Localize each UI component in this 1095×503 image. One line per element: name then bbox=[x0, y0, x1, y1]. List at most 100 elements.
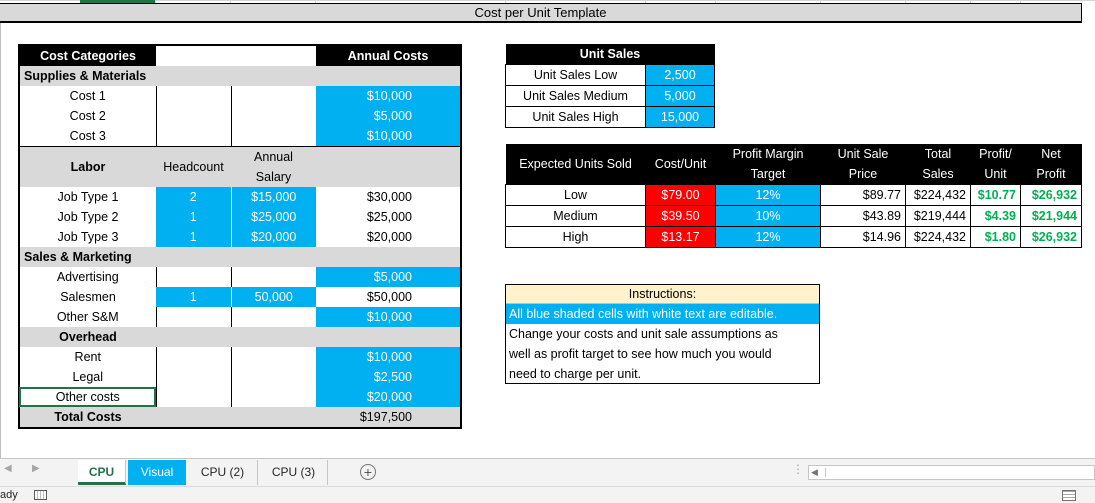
total-sales: $224,432 bbox=[905, 226, 971, 248]
tab-cpu-3[interactable]: CPU (3) bbox=[260, 460, 328, 485]
horizontal-scrollbar[interactable]: ◀ bbox=[808, 465, 1095, 480]
price-header: Unit Sale Price bbox=[820, 144, 906, 185]
margin-target[interactable]: 12% bbox=[715, 226, 821, 248]
annual-costs-header: Annual Costs bbox=[316, 44, 462, 66]
unit-sale-price: $14.96 bbox=[820, 226, 906, 248]
sm-item-annual[interactable]: $10,000 bbox=[316, 307, 462, 327]
total-costs-value: $197,500 bbox=[316, 407, 462, 429]
overhead-item-label-selected[interactable]: Other costs bbox=[18, 387, 156, 407]
expected-units-header: Expected Units Sold bbox=[505, 144, 646, 185]
sm-item-label[interactable]: Salesmen bbox=[18, 287, 156, 307]
overhead-item-label[interactable]: Legal bbox=[18, 367, 156, 387]
cost-item-annual[interactable]: $5,000 bbox=[316, 106, 462, 126]
normal-view-icon[interactable] bbox=[1062, 490, 1076, 501]
status-text: ady bbox=[0, 489, 18, 501]
labor-salary[interactable]: $20,000 bbox=[231, 227, 316, 247]
labor-headcount[interactable]: 2 bbox=[156, 187, 232, 207]
unit-sales-label: Unit Sales Low bbox=[505, 64, 646, 86]
margin-target[interactable]: 12% bbox=[715, 184, 821, 206]
page-title: Cost per Unit Template bbox=[474, 5, 607, 20]
labor-annual: $20,000 bbox=[316, 227, 462, 247]
cost-table: Cost Categories Annual Costs Supplies & … bbox=[18, 44, 462, 429]
labor-item-label[interactable]: Job Type 3 bbox=[18, 227, 156, 247]
annual-salary-header: Annual Salary bbox=[231, 146, 316, 187]
sm-item-label[interactable]: Advertising bbox=[18, 267, 156, 287]
profit-per-unit: $1.80 bbox=[970, 226, 1021, 248]
instructions-box: Instructions: All blue shaded cells with… bbox=[505, 284, 820, 384]
unit-sales-value[interactable]: 5,000 bbox=[645, 85, 715, 107]
selected-cell-marker bbox=[80, 0, 155, 3]
cost-item-label[interactable]: Cost 2 bbox=[18, 106, 156, 126]
section-sales-marketing: Sales & Marketing bbox=[18, 247, 156, 267]
tab-visual[interactable]: Visual bbox=[128, 460, 186, 485]
add-sheet-icon[interactable]: + bbox=[360, 464, 376, 480]
unit-sales-value[interactable]: 15,000 bbox=[645, 106, 715, 128]
net-profit: $21,944 bbox=[1020, 205, 1082, 227]
labor-headcount[interactable]: 1 bbox=[156, 227, 232, 247]
instructions-highlight: All blue shaded cells with white text ar… bbox=[506, 304, 819, 324]
tab-cpu-2[interactable]: CPU (2) bbox=[188, 460, 258, 485]
overhead-item-annual[interactable]: $2,500 bbox=[316, 367, 462, 387]
instructions-line: Change your costs and unit sale assumpti… bbox=[509, 327, 778, 341]
unit-sales-label: Unit Sales High bbox=[505, 106, 646, 128]
cost-per-unit: $79.00 bbox=[645, 184, 716, 206]
scrollbar-thumb[interactable] bbox=[825, 468, 1085, 477]
margin-target[interactable]: 10% bbox=[715, 205, 821, 227]
macro-record-icon[interactable] bbox=[34, 490, 47, 500]
labor-salary[interactable]: $15,000 bbox=[231, 187, 316, 207]
net-header: Net Profit bbox=[1020, 144, 1082, 185]
instructions-line: well as profit target to see how much yo… bbox=[509, 347, 772, 361]
scenario-label: Medium bbox=[505, 205, 646, 227]
cost-item-annual[interactable]: $10,000 bbox=[316, 86, 462, 106]
unit-sale-price: $89.77 bbox=[820, 184, 906, 206]
cost-unit-header: Cost/Unit bbox=[645, 144, 716, 185]
section-labor: Labor bbox=[18, 146, 156, 187]
title-bar: Cost per Unit Template bbox=[0, 3, 1082, 23]
labor-salary[interactable]: $25,000 bbox=[231, 207, 316, 227]
more-options-icon[interactable]: ⋮ bbox=[792, 462, 804, 476]
sheet-tab-bar: ◀ ▶ CPU Visual CPU (2) CPU (3) + ⋮ ◀ bbox=[0, 458, 1095, 486]
scroll-left-icon[interactable]: ◀ bbox=[811, 467, 818, 477]
scenario-label: Low bbox=[505, 184, 646, 206]
scroll-next-sheet-icon[interactable]: ▶ bbox=[32, 463, 40, 474]
net-profit: $26,932 bbox=[1020, 226, 1082, 248]
cost-per-unit: $13.17 bbox=[645, 226, 716, 248]
net-profit: $26,932 bbox=[1020, 184, 1082, 206]
profit-per-unit: $10.77 bbox=[970, 184, 1021, 206]
instructions-line: need to charge per unit. bbox=[509, 367, 642, 381]
profit-table: Expected Units Sold Cost/Unit Profit Mar… bbox=[505, 144, 1082, 248]
sales-header: Total Sales bbox=[905, 144, 971, 185]
headcount-header: Headcount bbox=[156, 146, 231, 187]
overhead-item-annual[interactable]: $20,000 bbox=[316, 387, 462, 407]
cost-categories-header: Cost Categories bbox=[18, 44, 156, 66]
profit-per-unit: $4.39 bbox=[970, 205, 1021, 227]
tab-cpu[interactable]: CPU bbox=[78, 460, 126, 485]
salesmen-salary[interactable]: 50,000 bbox=[231, 287, 316, 307]
section-supplies: Supplies & Materials bbox=[18, 66, 156, 86]
total-costs-label: Total Costs bbox=[18, 407, 156, 429]
cost-item-label[interactable]: Cost 1 bbox=[18, 86, 156, 106]
salesmen-headcount[interactable]: 1 bbox=[156, 287, 232, 307]
section-overhead: Overhead bbox=[18, 327, 156, 347]
unit-sales-label: Unit Sales Medium bbox=[505, 85, 646, 107]
unit-sales-table: Unit Sales Unit Sales Low 2,500 Unit Sal… bbox=[505, 44, 715, 128]
margin-header: Profit Margin Target bbox=[715, 144, 821, 185]
total-sales: $219,444 bbox=[905, 205, 971, 227]
sm-item-label[interactable]: Other S&M bbox=[18, 307, 156, 327]
labor-item-label[interactable]: Job Type 1 bbox=[18, 187, 156, 207]
sm-item-annual[interactable]: $5,000 bbox=[316, 267, 462, 287]
sm-item-annual: $50,000 bbox=[316, 287, 462, 307]
status-bar: ady bbox=[0, 486, 1095, 503]
instructions-title: Instructions: bbox=[506, 285, 819, 304]
unit-sales-value[interactable]: 2,500 bbox=[645, 64, 715, 86]
scroll-first-sheet-icon[interactable]: ◀ bbox=[4, 463, 12, 474]
cost-item-label[interactable]: Cost 3 bbox=[18, 126, 156, 147]
labor-headcount[interactable]: 1 bbox=[156, 207, 232, 227]
ppu-header: Profit/ Unit bbox=[970, 144, 1021, 185]
overhead-item-annual[interactable]: $10,000 bbox=[316, 347, 462, 367]
labor-annual: $30,000 bbox=[316, 187, 462, 207]
cost-item-annual[interactable]: $10,000 bbox=[316, 126, 462, 147]
labor-item-label[interactable]: Job Type 2 bbox=[18, 207, 156, 227]
overhead-item-label[interactable]: Rent bbox=[18, 347, 156, 367]
cost-per-unit: $39.50 bbox=[645, 205, 716, 227]
